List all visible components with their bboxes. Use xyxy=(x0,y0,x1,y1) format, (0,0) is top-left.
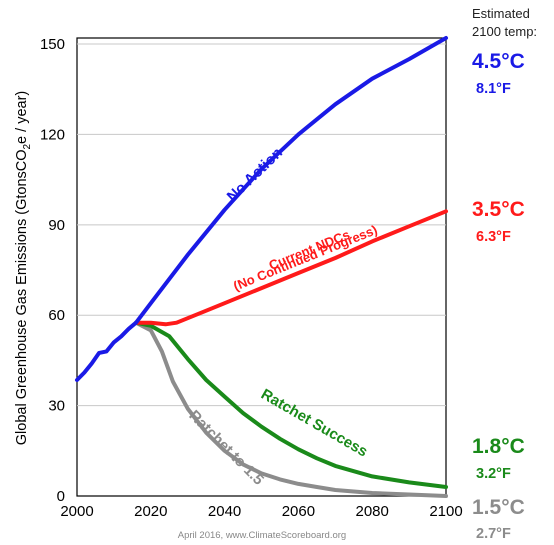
temp-no-action-c: 4.5°C xyxy=(472,50,525,73)
x-tick-label-2040: 2040 xyxy=(208,503,241,520)
temp-ratchet-1-5-f: 2.7°F xyxy=(476,526,511,542)
temp-ndcs-c: 3.5°C xyxy=(472,198,525,221)
credit-text: April 2016, www.ClimateScoreboard.org xyxy=(178,530,346,541)
temp-ratchet-success-c: 1.8°C xyxy=(472,435,525,458)
y-tick-label-150: 150 xyxy=(40,36,65,53)
y-tick-label-120: 120 xyxy=(40,126,65,143)
series-line-current-ndcs-no-continued-progress xyxy=(134,209,448,327)
temp-ndcs-f: 6.3°F xyxy=(476,229,511,245)
x-tick-label-2020: 2020 xyxy=(134,503,167,520)
series-line-ratchet-to-1-5 xyxy=(134,320,448,498)
temp-header-line2: 2100 temp: xyxy=(472,24,537,39)
x-ticks: 2000 2020 2040 2060 2080 2100 xyxy=(60,503,462,520)
series-lines xyxy=(75,36,448,498)
x-tick-label-2100: 2100 xyxy=(429,503,462,520)
x-tick-label-2000: 2000 xyxy=(60,503,93,520)
y-ticks: 0 30 60 90 120 150 xyxy=(40,36,65,505)
temp-ratchet-success-f: 3.2°F xyxy=(476,466,511,482)
x-tick-label-2080: 2080 xyxy=(356,503,389,520)
y-axis-label-part2: e / year) xyxy=(14,91,30,144)
y-tick-label-60: 60 xyxy=(48,307,65,324)
temp-header-line1: Estimated xyxy=(472,6,530,21)
y-axis-label-subscript: 2 xyxy=(22,143,33,149)
x-tick-label-2060: 2060 xyxy=(282,503,315,520)
gridlines xyxy=(77,43,446,407)
plot-area xyxy=(76,37,447,497)
temp-no-action-f: 8.1°F xyxy=(476,81,511,97)
series-line-ratchet-success xyxy=(134,320,448,489)
y-tick-label-90: 90 xyxy=(48,217,65,234)
y-tick-label-0: 0 xyxy=(57,488,65,505)
temp-ratchet-1-5-c: 1.5°C xyxy=(472,496,525,519)
y-tick-label-30: 30 xyxy=(48,398,65,415)
y-axis-label: Global Greenhouse Gas Emissions (GtonsCO… xyxy=(14,91,33,446)
y-axis-label-part1: Global Greenhouse Gas Emissions (GtonsCO xyxy=(14,149,30,445)
series-line-no-action xyxy=(75,36,448,382)
